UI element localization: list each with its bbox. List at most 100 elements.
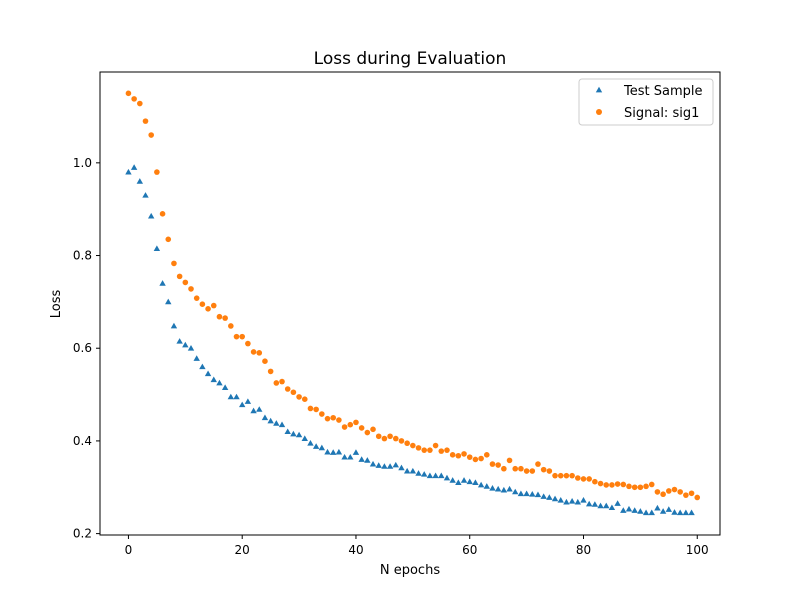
signal-point	[631, 484, 638, 491]
plot-frame	[99, 71, 721, 536]
test-sample-point	[176, 338, 183, 344]
signal-point	[137, 100, 143, 107]
test-sample-point	[415, 470, 422, 476]
test-sample-point	[233, 393, 240, 400]
test-sample-point	[637, 508, 644, 514]
signal-point	[432, 442, 439, 449]
signal-point	[142, 118, 149, 124]
signal-point	[216, 313, 223, 320]
signal-point	[557, 472, 564, 479]
signal-point	[228, 323, 234, 329]
signal-point	[592, 478, 598, 485]
test-sample-point	[278, 421, 286, 428]
x-tick-label: 60	[462, 543, 477, 557]
signal-point	[347, 421, 354, 428]
signal-point	[148, 132, 154, 138]
test-sample-point	[688, 509, 695, 516]
signal-point	[614, 481, 621, 487]
y-tick-label: 0.8	[73, 249, 92, 263]
x-tick-label: 40	[348, 543, 363, 557]
signal-point	[648, 481, 655, 488]
x-axis-label: N epochs	[380, 563, 440, 578]
signal-point	[523, 468, 530, 474]
signal-point	[381, 435, 388, 442]
test-sample-point	[574, 498, 581, 505]
test-sample-point	[392, 461, 399, 468]
signal-point	[569, 472, 575, 479]
test-sample-point	[142, 192, 149, 198]
signal-point	[421, 447, 428, 453]
test-sample-point	[500, 486, 508, 493]
test-sample-point	[290, 430, 297, 437]
signal-point	[233, 333, 240, 340]
test-sample-point	[250, 407, 257, 414]
signal-point	[626, 483, 632, 490]
legend-marker-test-sample	[595, 86, 603, 93]
signal-point	[193, 295, 200, 301]
test-sample-point	[159, 280, 166, 286]
test-sample-point	[466, 478, 473, 485]
test-sample-point	[580, 497, 587, 503]
signal-point	[660, 491, 666, 498]
signal-point	[222, 315, 228, 321]
test-sample-point	[244, 398, 252, 404]
signal-point	[637, 484, 644, 491]
test-sample-point	[182, 341, 189, 348]
test-sample-point	[239, 401, 246, 408]
test-sample-point	[381, 463, 388, 469]
test-sample-point	[614, 500, 621, 506]
signal-point	[597, 480, 604, 487]
signal-point	[506, 457, 513, 464]
signal-point	[250, 349, 257, 355]
chart-title: Loss during Evaluation	[314, 49, 507, 69]
signal-point	[483, 452, 490, 458]
y-tick-label: 0.2	[73, 527, 92, 541]
test-sample-point	[585, 500, 593, 507]
signal-point	[375, 433, 382, 440]
signal-point	[654, 489, 661, 495]
test-sample-point	[307, 440, 314, 446]
signal-point	[159, 211, 166, 217]
signal-point	[478, 455, 484, 462]
test-sample-point	[301, 435, 308, 441]
test-sample-point	[631, 507, 638, 513]
test-sample-point	[620, 507, 627, 513]
test-sample-point	[153, 245, 161, 251]
signal-point	[313, 406, 319, 413]
legend: Test Sample Signal: sig1	[578, 78, 714, 126]
test-sample-point	[147, 212, 155, 219]
test-sample-point	[347, 453, 354, 460]
signal-point	[404, 440, 410, 447]
signal-point	[574, 475, 581, 481]
signal-point	[415, 445, 422, 451]
test-sample-point	[460, 477, 468, 483]
test-sample-point	[369, 460, 377, 467]
signal-point	[449, 452, 456, 458]
signal-point	[176, 273, 183, 280]
test-sample-point	[375, 462, 382, 468]
y-tick-label: 1.0	[73, 156, 92, 170]
test-sample-point	[455, 479, 462, 486]
test-sample-point	[364, 457, 371, 463]
signal-point	[284, 386, 291, 392]
signal-point	[125, 90, 132, 97]
test-sample-point	[472, 479, 479, 486]
test-sample-point	[603, 502, 610, 509]
signal-point	[501, 465, 507, 472]
legend-label-signal: Signal: sig1	[624, 106, 699, 121]
test-sample-point	[170, 322, 178, 329]
test-sample-point	[136, 178, 144, 184]
test-sample-point	[398, 464, 405, 471]
test-sample-point	[642, 509, 650, 516]
signal-point	[580, 476, 587, 482]
y-axis-label: Loss	[49, 290, 64, 319]
signal-point	[438, 448, 445, 454]
test-sample-point	[654, 504, 661, 511]
plot-area: 0 20 40 60 80 100 0.2 0.4 0.6 0.8 1.0	[73, 90, 709, 557]
signal-point	[131, 96, 137, 102]
test-sample-point	[534, 491, 542, 498]
signal-point	[199, 301, 206, 307]
signal-point	[387, 433, 393, 440]
test-sample-point	[568, 497, 576, 504]
